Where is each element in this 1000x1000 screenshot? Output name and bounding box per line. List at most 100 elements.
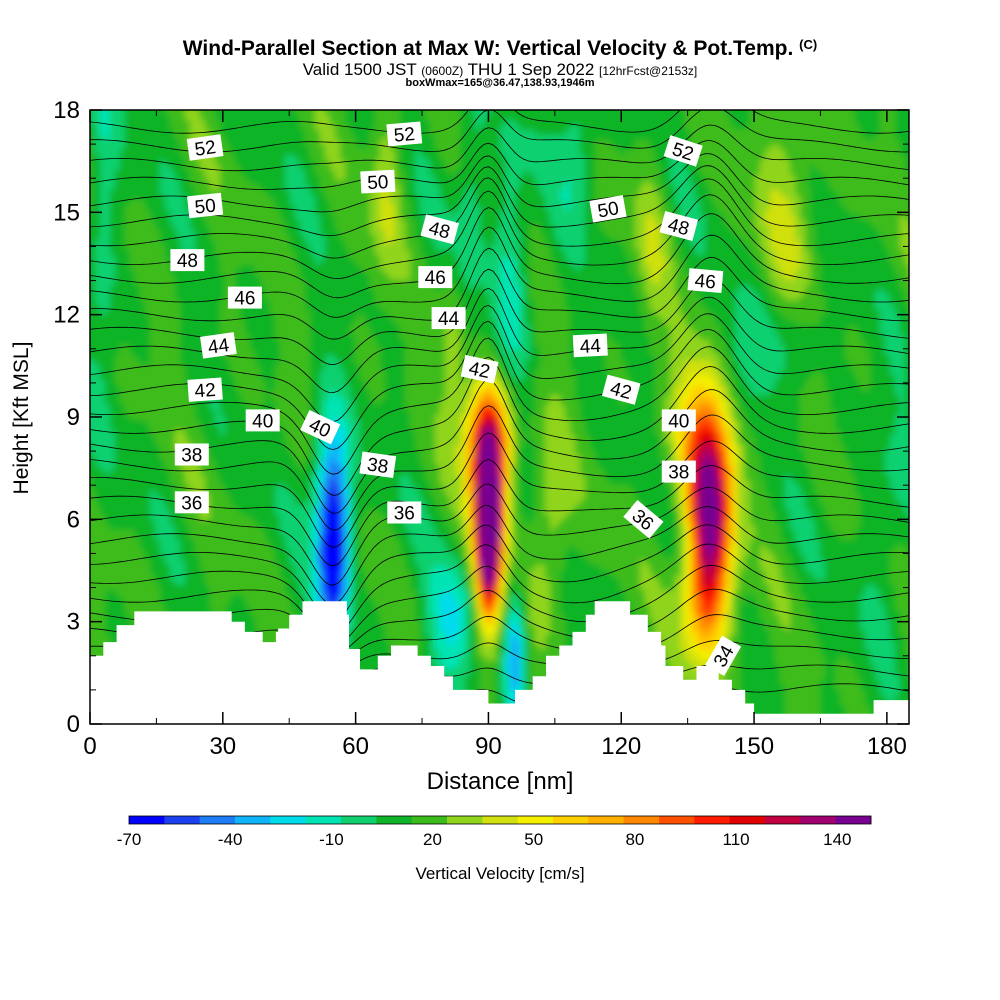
isentrope-label: 46 [418,266,452,289]
colorbar-swatch [270,816,306,824]
isentrope-line [90,107,909,152]
isentrope-label-text: 50 [194,195,217,218]
y-tick-label: 12 [53,302,80,329]
colorbar-tick-label: 50 [524,830,543,849]
isentrope-line [90,380,909,514]
isentrope-label: 42 [602,375,641,406]
isentrope-label-text: 46 [694,271,717,294]
isentrope-line [90,641,909,672]
isentrope-label: 50 [360,170,395,195]
isentrope-label: 36 [175,491,209,514]
isentrope-label: 38 [359,452,396,480]
isentrope-label: 40 [300,410,341,445]
colorbar-swatch [306,816,342,824]
isentrope-label-text: 38 [181,446,202,467]
isentrope-line [90,154,909,212]
isentrope-label-text: 42 [467,358,492,383]
isentrope-label-text: 50 [367,172,389,194]
isentrope-line [90,208,909,298]
isentrope-line [90,589,909,653]
y-tick-label: 6 [67,506,80,533]
colorbar-swatch [341,816,377,824]
chart-title: Wind-Parallel Section at Max W: Vertical… [0,37,1000,61]
isentrope-line [90,665,909,686]
isentrope-label-text: 42 [194,380,217,402]
plot-frame [90,110,909,724]
isentrope-line [90,565,909,644]
isentrope-line [90,87,909,133]
x-axis-label: Distance [nm] [90,768,910,796]
velocity-field [80,100,921,736]
colorbar-swatch [129,816,165,824]
y-tick-label: 0 [67,711,80,738]
isentrope-label-text: 44 [438,309,460,330]
x-tick-label: 0 [83,733,96,760]
isentrope-label-text: 36 [394,504,415,525]
isentrope-label: 52 [386,121,422,147]
cross-section-plot: 5252525050504848 484646 4644444442424240 40… [0,0,1000,1000]
isentrope-label-text: 52 [669,139,696,166]
isentrope-label: 36 [623,500,664,539]
isentrope-label-text: 44 [579,336,602,358]
colorbar-swatch [235,816,271,824]
isentrope-label: 38 [662,461,696,484]
isentrope-label: 52 [187,134,224,162]
isentrope-label: 40 [246,409,280,432]
isentrope-label-text: 36 [628,506,658,536]
isentrope-label-text: 48 [177,251,198,272]
isentrope-label-text: 50 [596,198,620,222]
chart-box-info: boxWmax=165@36.47,138.93,1946m [0,77,1000,89]
colorbar-swatch [836,816,872,824]
isentrope-line [90,684,909,707]
colorbar-swatch [624,816,660,824]
isentrope-label: 52 [663,135,702,167]
isentrope-label: 48 [420,214,459,245]
isentrope-label: 48 [659,211,698,242]
isentrope-label-text: 52 [193,137,217,161]
isentrope-label-text: 40 [306,415,334,443]
y-axis-label: Height [Kft MSL] [10,308,34,528]
isentrope-line [90,506,909,605]
x-tick-label: 150 [734,733,774,760]
isentrope-label: 38 [175,444,209,467]
isentrope-label-text: 48 [665,215,691,241]
isentrope-label: 42 [187,378,223,403]
colorbar-swatch [765,816,801,824]
colorbar-tick-label: 80 [625,830,644,849]
colorbar-tick-label: -70 [117,830,142,849]
isentrope-label-text: 46 [425,268,446,289]
colorbar-swatch [694,816,730,824]
isentrope-label-text: 38 [668,463,689,484]
isentrope-label-text: 36 [181,493,202,514]
colorbar-tick-label: 140 [823,830,851,849]
colorbar-swatch [200,816,236,824]
isentrope-label-text: 48 [426,218,452,244]
isentrope-label: 48 [170,249,204,272]
colorbar-tick-label: 20 [423,830,442,849]
colorbar-label: Vertical Velocity [cm/s] [0,864,1000,884]
isentrope-label-text: 42 [608,378,634,404]
isentrope-line [90,248,909,339]
x-tick-label: 120 [601,733,641,760]
colorbar: -70 -40 -10 20 50 80 110 140 [117,816,872,849]
colorbar-swatch [659,816,695,824]
isentrope-line [90,269,909,364]
isentrope-line [90,338,909,474]
isentrope-label-text: 40 [668,411,689,432]
isentrope-lines [90,87,909,706]
isentrope-line [90,305,909,421]
colorbar-tick-label: 110 [723,830,750,849]
colorbar-swatch [376,816,412,824]
y-tick-label: 15 [53,199,80,226]
colorbar-swatch [553,816,589,824]
isentrope-label: 44 [432,307,466,330]
colorbar-swatch [730,816,766,824]
isentrope-label-text: 38 [366,454,390,478]
colorbar-swatch [164,816,200,824]
isentrope-line [90,178,909,258]
colorbar-tick-label: -10 [319,830,344,849]
isentrope-label-text: 46 [234,289,255,310]
colorbar-swatch [800,816,836,824]
colorbar-swatch [412,816,448,824]
